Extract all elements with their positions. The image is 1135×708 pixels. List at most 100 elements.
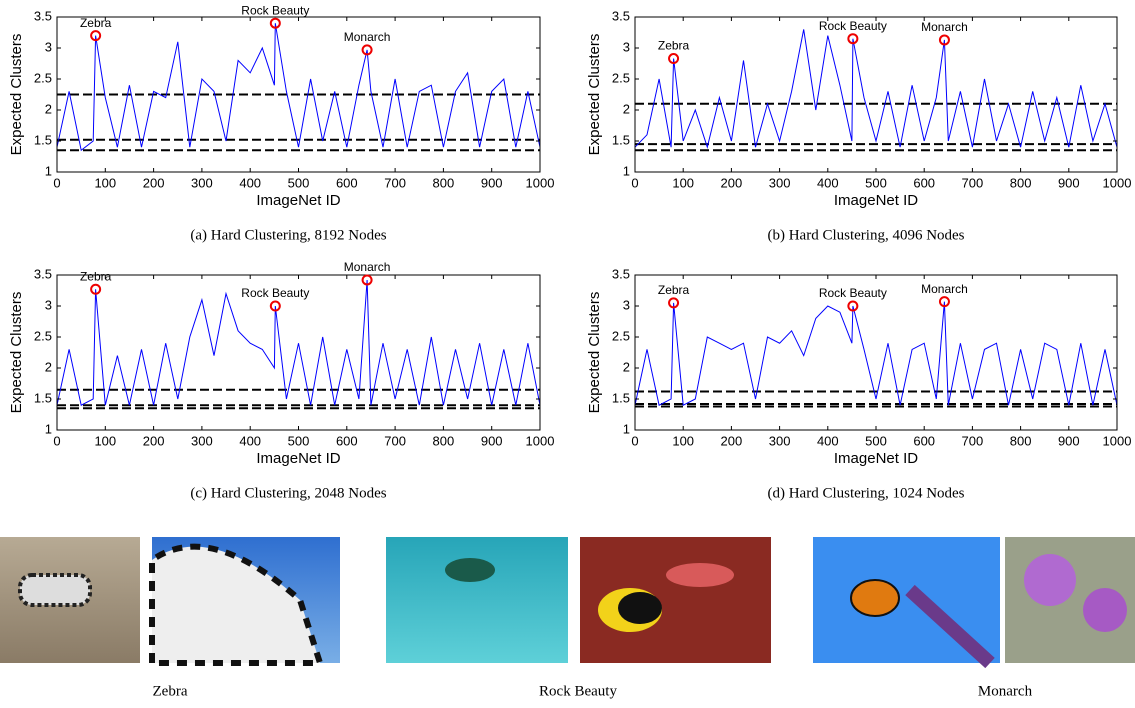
photo-detail: [445, 558, 495, 582]
y-tick-label: 3: [45, 39, 52, 54]
x-tick-label: 900: [481, 433, 503, 448]
chart: 1 1.5 2 2.5 3 3.5 0 100 200 300 400 500 600 700 800 900…: [586, 266, 1131, 501]
y-tick-label: 1.5: [612, 390, 630, 405]
x-tick-label: 200: [721, 433, 743, 448]
annotation-label: Monarch: [921, 20, 968, 34]
x-tick-label: 1000: [1103, 175, 1132, 190]
x-tick-label: 300: [191, 433, 213, 448]
chart: 11.522.533.50100200300400500600700800900…: [586, 8, 1131, 243]
y-tick-label: 1: [623, 421, 630, 436]
y-axis-label: Expected Clusters: [8, 34, 25, 156]
photo-caption: Zebra: [153, 683, 188, 699]
annotation-label: Rock Beauty: [241, 286, 309, 300]
x-tick-label: 200: [143, 175, 165, 190]
y-tick-label: 2.5: [612, 328, 630, 343]
x-axis-label: ImageNet ID: [834, 450, 918, 467]
y-tick-label: 2: [45, 101, 52, 116]
y-tick-label: 1.5: [34, 132, 52, 147]
x-tick-label: 1000: [526, 433, 555, 448]
annotation-label: Rock Beauty: [819, 19, 887, 33]
y-tick-label: 1: [45, 163, 52, 178]
photo-caption: Rock Beauty: [539, 683, 617, 699]
x-tick-label: 600: [913, 433, 935, 448]
chart-caption: (a) Hard Clustering, 8192 Nodes: [190, 227, 386, 243]
annotation-label: Rock Beauty: [819, 286, 887, 300]
x-tick-label: 400: [239, 433, 261, 448]
x-tick-label: 900: [1058, 433, 1080, 448]
annotation-label: Monarch: [344, 30, 391, 44]
x-tick-label: 300: [769, 433, 791, 448]
x-tick-label: 100: [94, 433, 116, 448]
x-axis-label: ImageNet ID: [256, 450, 340, 467]
y-tick-label: 2: [623, 359, 630, 374]
x-axis-label: ImageNet ID: [256, 192, 340, 209]
x-tick-label: 800: [1010, 433, 1032, 448]
x-tick-label: 500: [865, 433, 887, 448]
x-tick-label: 700: [962, 433, 984, 448]
x-tick-label: 1000: [526, 175, 555, 190]
figure: Zebra Rock Beauty Monarch 11.522.533.501…: [0, 0, 1135, 708]
y-tick-label: 3: [623, 297, 630, 312]
x-tick-label: 0: [53, 175, 60, 190]
y-tick-label: 2: [45, 359, 52, 374]
y-tick-label: 3.5: [34, 266, 52, 281]
x-tick-label: 700: [384, 433, 406, 448]
x-tick-label: 100: [94, 175, 116, 190]
x-tick-label: 600: [336, 175, 358, 190]
y-tick-label: 3: [45, 297, 52, 312]
y-tick-label: 3.5: [612, 8, 630, 23]
photos: Zebra Rock Beauty Monarch: [0, 537, 1135, 699]
annotation-label: Monarch: [344, 260, 391, 274]
x-tick-label: 500: [288, 433, 310, 448]
x-tick-label: 300: [191, 175, 213, 190]
y-tick-label: 1: [623, 163, 630, 178]
y-tick-label: 2.5: [612, 70, 630, 85]
photo-detail: [618, 592, 662, 624]
y-tick-label: 3: [623, 39, 630, 54]
y-tick-label: 2.5: [34, 70, 52, 85]
x-tick-label: 600: [336, 433, 358, 448]
annotation-label: Zebra: [658, 39, 690, 53]
y-tick-label: 1.5: [34, 390, 52, 405]
x-tick-label: 100: [672, 175, 694, 190]
x-tick-label: 200: [721, 175, 743, 190]
x-tick-label: 200: [143, 433, 165, 448]
y-axis-label: Expected Clusters: [586, 292, 603, 414]
x-tick-label: 600: [913, 175, 935, 190]
y-tick-label: 2.5: [34, 328, 52, 343]
photo-detail: [666, 563, 734, 587]
annotation-label: Zebra: [80, 16, 112, 30]
y-tick-label: 1.5: [612, 132, 630, 147]
x-tick-label: 800: [1010, 175, 1032, 190]
x-tick-label: 500: [865, 175, 887, 190]
x-tick-label: 0: [631, 433, 638, 448]
y-tick-label: 2: [623, 101, 630, 116]
x-tick-label: 900: [481, 175, 503, 190]
y-tick-label: 3.5: [612, 266, 630, 281]
x-tick-label: 800: [433, 433, 455, 448]
y-axis-label: Expected Clusters: [8, 292, 25, 414]
x-tick-label: 100: [672, 433, 694, 448]
page: Zebra Rock Beauty Monarch 11.522.533.501…: [0, 0, 1135, 708]
annotation-label: Rock Beauty: [241, 3, 309, 17]
chart-caption: (b) Hard Clustering, 4096 Nodes: [767, 227, 964, 243]
photo-detail: [20, 575, 90, 605]
x-tick-label: 0: [631, 175, 638, 190]
x-axis-label: ImageNet ID: [834, 192, 918, 209]
x-tick-label: 400: [817, 433, 839, 448]
photo-detail: [1083, 588, 1127, 632]
photo: [386, 537, 568, 663]
photo-detail: [1024, 554, 1076, 606]
x-tick-label: 400: [817, 175, 839, 190]
y-axis-label: Expected Clusters: [586, 34, 603, 156]
x-tick-label: 300: [769, 175, 791, 190]
y-tick-label: 3.5: [34, 8, 52, 23]
photo-detail: [851, 580, 899, 616]
photo-caption: Monarch: [978, 683, 1033, 699]
x-tick-label: 1000: [1103, 433, 1132, 448]
annotation-label: Zebra: [658, 283, 690, 297]
x-tick-label: 0: [53, 433, 60, 448]
x-tick-label: 400: [239, 175, 261, 190]
